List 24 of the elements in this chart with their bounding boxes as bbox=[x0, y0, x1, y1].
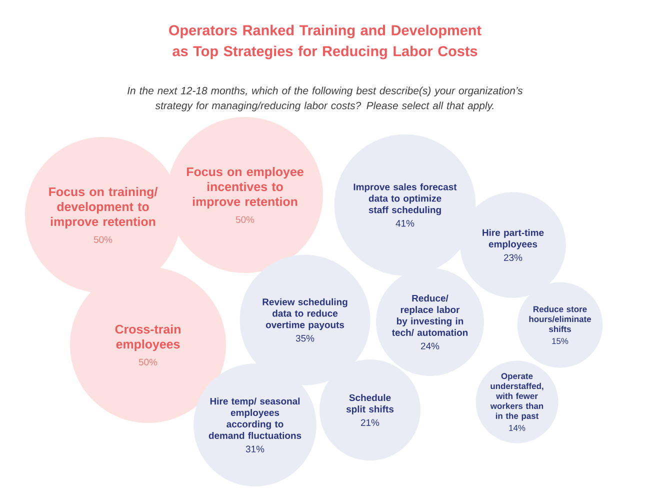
category-label: Focus on training/ development to improve retention bbox=[49, 187, 158, 229]
category-label: Hire temp/ seasonal employees according to demand fluctuations bbox=[208, 398, 302, 439]
data-label: 23% bbox=[504, 254, 522, 261]
data-label: 50% bbox=[236, 216, 254, 223]
data-label: 14% bbox=[509, 424, 526, 431]
category-label: Improve sales forecast data to optimize staff scheduling bbox=[354, 183, 457, 216]
category-label: Cross-train employees bbox=[115, 324, 180, 352]
category-label: Operate understaffed, with fewer workers than in the past bbox=[490, 373, 544, 421]
text: In the next 12-18 months, which of the following best describe(s) your organization’s strategy for managing/reducing labor costs? Please select all that apply. bbox=[128, 86, 523, 112]
category-label: Review scheduling data to reduce overtime payouts bbox=[262, 298, 348, 330]
data-label: 21% bbox=[361, 419, 380, 426]
category-label: Hire part-time employees bbox=[482, 229, 544, 250]
data-label: 50% bbox=[138, 358, 158, 366]
text: Operators Ranked Training and Development as Top Strategies for Reducing Labor Costs bbox=[169, 24, 482, 60]
data-label: 50% bbox=[94, 236, 112, 243]
data-label: 41% bbox=[396, 220, 414, 227]
category-label: Reduce store hours/eliminate shifts bbox=[529, 306, 592, 332]
data-label: 24% bbox=[421, 342, 440, 350]
data-label: 31% bbox=[246, 446, 264, 452]
category-label: Focus on employee incentives to improve retention bbox=[187, 167, 304, 209]
data-label: 35% bbox=[296, 334, 314, 342]
category-label: Schedule split shifts bbox=[346, 394, 394, 414]
data-label: 15% bbox=[552, 338, 568, 344]
category-label: Reduce/ replace labor by investing in tech/ automation bbox=[392, 294, 468, 336]
